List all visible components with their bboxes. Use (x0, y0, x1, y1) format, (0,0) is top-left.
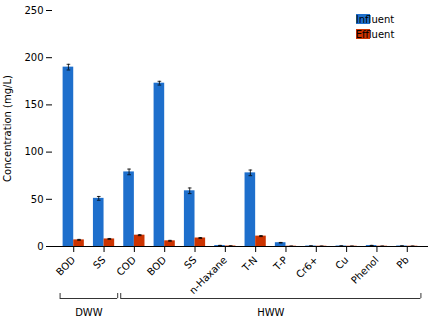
svg-text:SS: SS (91, 254, 108, 271)
svg-text:HWW: HWW (257, 307, 284, 318)
svg-text:200: 200 (24, 52, 43, 63)
svg-text:50: 50 (31, 194, 44, 205)
svg-text:Influent: Influent (356, 14, 394, 25)
svg-text:BOD: BOD (54, 254, 78, 278)
svg-text:Concentration (mg/L): Concentration (mg/L) (2, 75, 13, 182)
svg-text:250: 250 (24, 5, 43, 16)
svg-text:150: 150 (24, 99, 43, 110)
svg-text:SS: SS (182, 254, 199, 271)
svg-text:n-Haxane: n-Haxane (187, 254, 229, 296)
svg-text:DWW: DWW (75, 307, 103, 318)
svg-text:COD: COD (114, 254, 138, 278)
svg-text:0: 0 (37, 241, 43, 252)
svg-text:T-N: T-N (239, 254, 259, 274)
svg-text:Effluent: Effluent (356, 29, 395, 40)
svg-text:Cu: Cu (333, 254, 350, 271)
svg-text:T-P: T-P (271, 254, 290, 273)
svg-text:Phenol: Phenol (349, 254, 381, 286)
svg-text:100: 100 (24, 146, 43, 157)
svg-text:Pb: Pb (394, 254, 411, 271)
svg-text:Cr6+: Cr6+ (294, 254, 320, 280)
svg-text:BOD: BOD (145, 254, 169, 278)
